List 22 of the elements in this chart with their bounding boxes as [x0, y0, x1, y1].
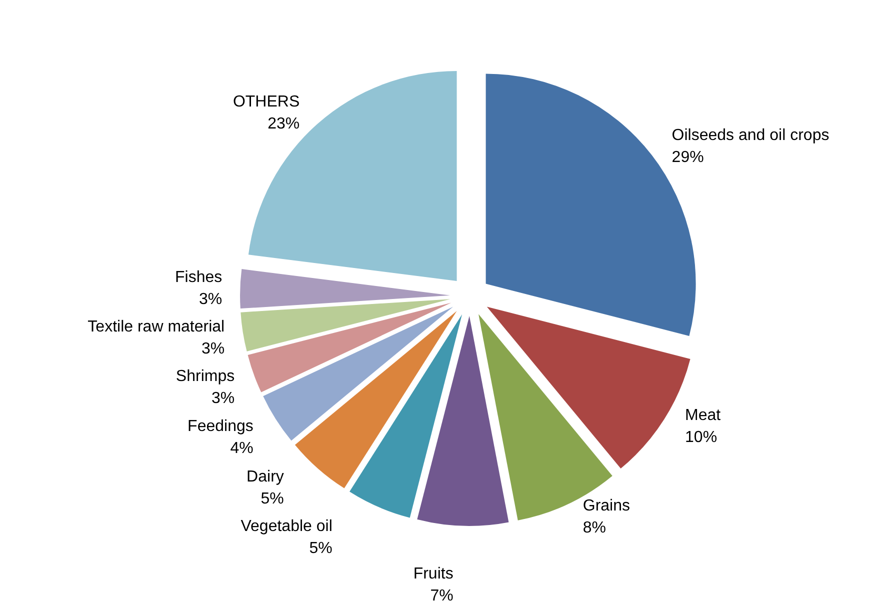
slice-label: Grains	[582, 497, 630, 514]
data-label: 8%	[582, 519, 606, 536]
data-label: 4%	[230, 440, 254, 458]
data-label: 23%	[268, 115, 300, 132]
data-label: 10%	[685, 429, 718, 446]
slice-label: Fruits	[413, 565, 454, 582]
data-label: 3%	[198, 290, 222, 308]
slice-label: Meat	[685, 407, 722, 424]
slice-label: Textile raw material	[88, 318, 225, 336]
data-label: 3%	[201, 340, 225, 358]
slice-label: Shrimps	[176, 368, 235, 386]
slice-label: OTHERS	[232, 93, 300, 110]
slice-label: Dairy	[246, 468, 284, 486]
data-label: 3%	[211, 390, 235, 408]
slice-label: Vegetable oil	[240, 518, 332, 535]
slice-label: Oilseeds and oil crops	[672, 126, 830, 144]
data-label: 5%	[260, 490, 284, 508]
slice-label: Fishes	[174, 268, 222, 286]
data-label: 5%	[309, 540, 332, 557]
slice-label: Feedings	[188, 418, 254, 436]
data-label: 29%	[672, 148, 704, 166]
data-label: 7%	[430, 587, 454, 604]
